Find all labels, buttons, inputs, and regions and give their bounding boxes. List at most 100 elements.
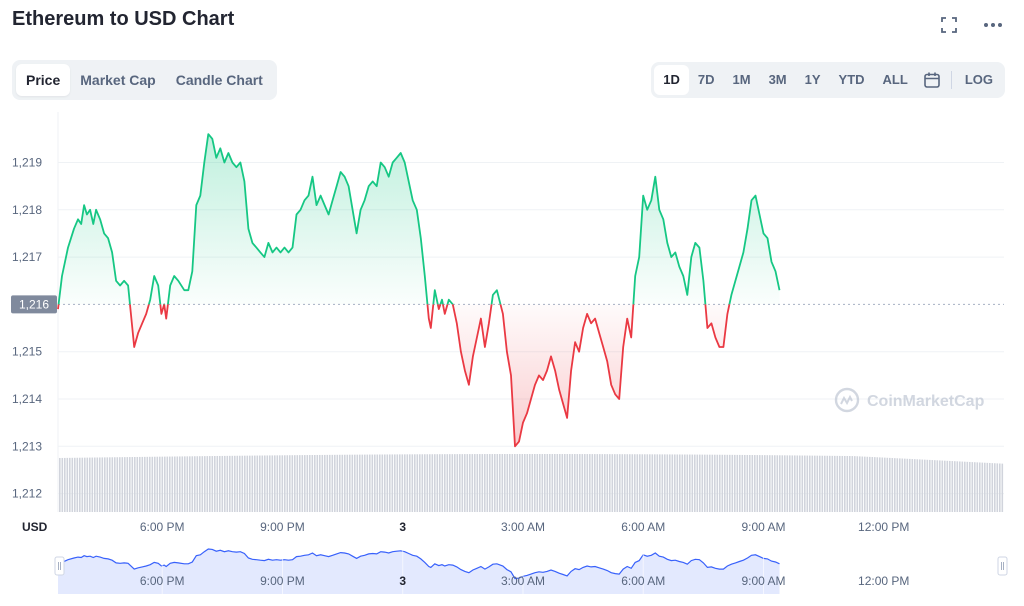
volume-bar bbox=[904, 458, 906, 512]
chart-type-tabs: Price Market Cap Candle Chart bbox=[12, 60, 277, 100]
tab-price[interactable]: Price bbox=[16, 64, 71, 96]
navigator-tick-label: 3 bbox=[399, 574, 406, 588]
range-ytd[interactable]: YTD bbox=[838, 72, 865, 87]
volume-bar bbox=[366, 454, 369, 512]
volume-bar bbox=[799, 455, 801, 512]
volume-bar bbox=[94, 457, 96, 512]
volume-bar bbox=[264, 455, 266, 512]
volume-bar bbox=[959, 461, 961, 512]
volume-bar bbox=[951, 461, 954, 512]
navigator-tick-label: 9:00 PM bbox=[260, 574, 305, 588]
log-scale-toggle[interactable]: LOG bbox=[964, 72, 993, 87]
navigator-handle-left[interactable] bbox=[54, 556, 65, 576]
volume-bar bbox=[304, 455, 306, 512]
volume-bar bbox=[831, 455, 834, 512]
volume-bar bbox=[101, 457, 104, 512]
volume-bar bbox=[149, 456, 151, 512]
volume-bar bbox=[454, 454, 456, 512]
volume-bar bbox=[311, 455, 314, 512]
navigator[interactable]: 6:00 PM 9:00 PM 3 3:00 AM 6:00 AM 9:00 AM 12:0… bbox=[54, 542, 1008, 594]
volume-bar bbox=[879, 457, 881, 512]
navigator-x-labels: 6:00 PM 9:00 PM 3 3:00 AM 6:00 AM 9:00 AM 12:0… bbox=[140, 542, 909, 594]
volume-bar bbox=[641, 454, 644, 512]
volume-bar bbox=[356, 454, 359, 512]
volume-bar bbox=[496, 454, 499, 512]
volume-bar bbox=[244, 455, 246, 512]
volume-bar bbox=[1001, 463, 1004, 512]
range-7d[interactable]: 7D bbox=[697, 72, 715, 87]
volume-bar bbox=[989, 462, 991, 512]
volume-bar bbox=[714, 454, 716, 512]
volume-bar bbox=[201, 456, 204, 512]
tab-candle-chart[interactable]: Candle Chart bbox=[175, 72, 263, 88]
range-1d[interactable]: 1D bbox=[654, 65, 689, 95]
volume-bar bbox=[261, 455, 264, 512]
more-options-icon[interactable] bbox=[982, 14, 1004, 36]
volume-bar bbox=[686, 454, 689, 512]
calendar-icon[interactable] bbox=[917, 65, 947, 95]
volume-bar bbox=[209, 456, 211, 512]
volume-bar bbox=[79, 457, 81, 512]
volume-bar bbox=[921, 459, 924, 512]
volume-bar bbox=[704, 454, 706, 512]
volume-bar bbox=[324, 454, 326, 512]
volume-bar bbox=[64, 457, 66, 512]
x-tick-label: 3 bbox=[399, 520, 406, 534]
volume-bar bbox=[396, 454, 399, 512]
time-range-selector: 1D 7D 1M 3M 1Y YTD ALL LOG bbox=[651, 62, 1005, 98]
volume-bar bbox=[129, 457, 131, 512]
volume-bar bbox=[706, 454, 709, 512]
volume-bar bbox=[871, 457, 874, 512]
volume-bar bbox=[99, 457, 101, 512]
volume-bar bbox=[151, 456, 154, 512]
volume-bar bbox=[631, 454, 634, 512]
range-all[interactable]: ALL bbox=[882, 72, 908, 87]
volume-bar bbox=[616, 454, 619, 512]
volume-bar bbox=[206, 456, 209, 512]
volume-bar bbox=[124, 457, 126, 512]
volume-bar bbox=[816, 455, 819, 512]
volume-bar bbox=[171, 456, 174, 512]
volume-bar bbox=[391, 454, 394, 512]
y-tick-label: 1,213 bbox=[12, 439, 42, 453]
volume-bar bbox=[644, 454, 646, 512]
volume-bar bbox=[126, 457, 129, 512]
fullscreen-icon[interactable] bbox=[938, 14, 960, 36]
volume-bar bbox=[246, 455, 249, 512]
volume-bar bbox=[814, 455, 816, 512]
volume-bar bbox=[936, 460, 939, 512]
volume-bar bbox=[166, 456, 169, 512]
reference-price-label: 1,216 bbox=[19, 297, 49, 311]
volume-bar bbox=[826, 455, 829, 512]
volume-bar bbox=[179, 456, 181, 512]
volume-bar bbox=[744, 454, 746, 512]
volume-bar bbox=[136, 456, 139, 512]
volume-bar bbox=[551, 454, 554, 512]
volume-bar bbox=[534, 454, 536, 512]
volume-bar bbox=[286, 455, 289, 512]
volume-bar bbox=[476, 454, 479, 512]
volume-bar bbox=[546, 454, 549, 512]
x-tick-label: 6:00 AM bbox=[621, 520, 665, 534]
volume-bar bbox=[579, 454, 581, 512]
volume-bar bbox=[514, 454, 516, 512]
navigator-handle-right[interactable] bbox=[997, 556, 1008, 576]
range-1m[interactable]: 1M bbox=[732, 72, 751, 87]
volume-bar bbox=[471, 454, 474, 512]
volume-bar bbox=[461, 454, 464, 512]
volume-bar bbox=[239, 455, 241, 512]
volume-bar bbox=[896, 458, 899, 512]
volume-bar bbox=[249, 455, 251, 512]
volume-bar bbox=[681, 454, 684, 512]
volume-bar bbox=[111, 457, 114, 512]
volume-bar bbox=[981, 462, 984, 512]
volume-bar bbox=[189, 456, 191, 512]
range-1y[interactable]: 1Y bbox=[804, 72, 821, 87]
volume-bar bbox=[726, 454, 729, 512]
navigator-tick-label: 12:00 PM bbox=[858, 574, 909, 588]
range-3m[interactable]: 3M bbox=[768, 72, 787, 87]
volume-bar bbox=[161, 456, 164, 512]
volume-bar bbox=[561, 454, 564, 512]
tab-market-cap[interactable]: Market Cap bbox=[80, 72, 156, 88]
